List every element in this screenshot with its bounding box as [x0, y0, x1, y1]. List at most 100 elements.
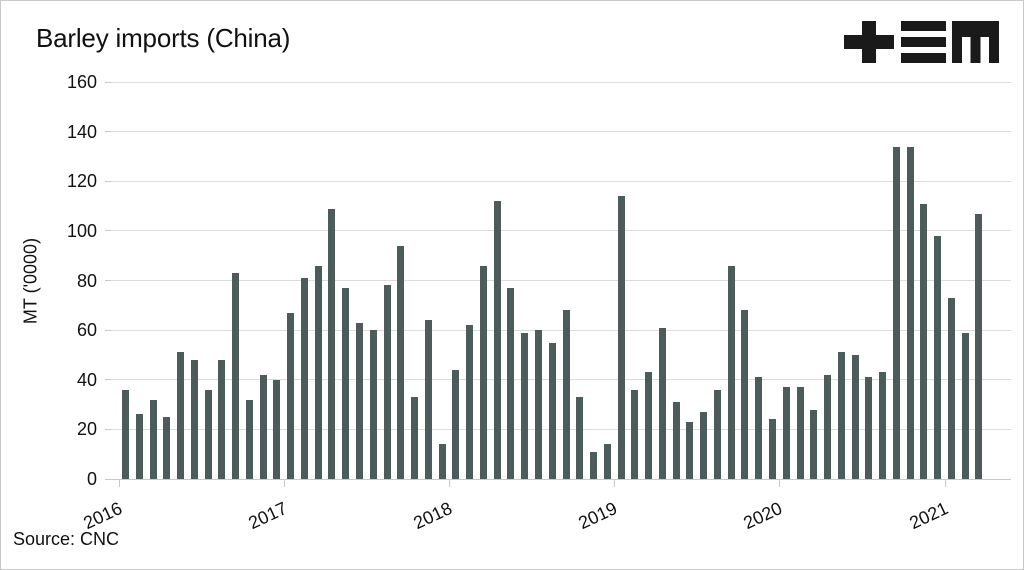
bar [892, 146, 900, 479]
bar [906, 146, 914, 479]
x-tick [283, 480, 285, 487]
bar [232, 273, 240, 479]
bar [672, 402, 680, 479]
y-tick-label: 0 [86, 469, 97, 489]
bar [879, 372, 887, 479]
bar [700, 412, 708, 479]
x-tick-label: 2021 [905, 498, 951, 534]
bar [741, 310, 749, 479]
bar [975, 213, 983, 479]
bar [314, 265, 322, 479]
gridline [111, 329, 1011, 331]
bar [397, 245, 405, 479]
bar [424, 320, 432, 479]
y-tick-label: 100 [66, 220, 97, 241]
gridline [111, 379, 1011, 381]
gridline [111, 230, 1011, 232]
y-tick-label: 140 [66, 121, 97, 142]
bar [590, 451, 598, 479]
y-tick-label: 160 [66, 72, 97, 92]
bar [686, 421, 694, 479]
bar [576, 397, 584, 479]
bar [865, 377, 873, 479]
bar [369, 330, 377, 479]
bar [466, 325, 474, 479]
gridline [111, 280, 1011, 281]
bar [603, 444, 611, 479]
chart-title: Barley imports (China) [36, 23, 291, 53]
bar [259, 374, 267, 479]
gridline [111, 131, 1011, 133]
x-tick-label: 2020 [740, 498, 786, 534]
x-tick-label: 2017 [245, 498, 290, 534]
bar [177, 352, 185, 479]
bar [218, 359, 226, 479]
bar [245, 399, 253, 479]
bar [713, 389, 721, 479]
bar [204, 389, 212, 479]
x-tick [449, 480, 450, 487]
y-tick-label: 20 [76, 419, 97, 440]
y-tick [105, 478, 111, 480]
bar [851, 354, 859, 479]
x-tick [118, 480, 120, 487]
bar [810, 409, 818, 479]
bar [493, 201, 501, 479]
y-tick [105, 131, 111, 133]
y-tick-label: 120 [66, 171, 97, 192]
bar [562, 310, 570, 479]
x-tick [779, 480, 781, 487]
x-tick-label: 2019 [575, 498, 621, 534]
y-tick [105, 81, 111, 83]
bar [727, 265, 735, 479]
source-caption: Source: CNC [13, 529, 120, 549]
bar [135, 414, 143, 479]
y-tick-label: 40 [76, 369, 97, 390]
y-tick [105, 230, 111, 232]
bar [452, 369, 460, 479]
bar [755, 377, 763, 479]
gridline [111, 428, 1011, 430]
bar [411, 397, 419, 479]
bar [190, 359, 198, 479]
bar [163, 416, 171, 479]
y-tick-label: 60 [76, 320, 97, 341]
y-tick [105, 329, 111, 331]
bar [934, 235, 942, 479]
bar [769, 419, 776, 479]
y-tick [105, 379, 111, 381]
bar [631, 389, 639, 479]
bar [149, 399, 157, 479]
y-tick-label: 80 [76, 270, 97, 291]
bar [479, 265, 487, 479]
bar [122, 389, 129, 479]
bar [782, 387, 790, 479]
bar [837, 352, 845, 479]
bar [507, 287, 515, 479]
x-tick [614, 480, 616, 487]
x-tick-label: 2018 [410, 498, 456, 534]
x-axis-line [111, 479, 1011, 480]
bar [645, 372, 653, 479]
bar [534, 330, 542, 479]
x-tick [944, 480, 946, 487]
y-tick [105, 180, 111, 182]
bar [287, 312, 295, 479]
gridline [111, 180, 1011, 182]
bar [617, 196, 625, 479]
bar [796, 387, 804, 479]
bar [920, 203, 928, 479]
bar [824, 374, 832, 479]
bar [328, 208, 336, 479]
bar [548, 342, 556, 479]
triple-bar-icon [901, 21, 946, 63]
bar [300, 278, 308, 479]
y-tick [105, 428, 111, 430]
bar [383, 285, 391, 479]
bar [438, 444, 446, 479]
m-glyph-icon [952, 21, 999, 63]
bar [961, 332, 969, 479]
bar [947, 297, 955, 479]
